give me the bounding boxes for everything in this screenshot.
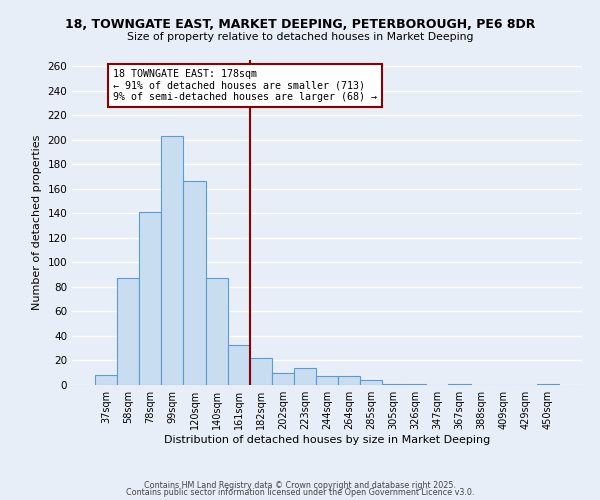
Bar <box>250 358 272 385</box>
Bar <box>360 380 382 385</box>
Bar <box>184 182 206 385</box>
Y-axis label: Number of detached properties: Number of detached properties <box>32 135 42 310</box>
Bar <box>227 344 250 385</box>
Bar <box>382 384 404 385</box>
Text: Contains HM Land Registry data © Crown copyright and database right 2025.: Contains HM Land Registry data © Crown c… <box>144 480 456 490</box>
Bar <box>161 136 184 385</box>
Text: 18 TOWNGATE EAST: 178sqm
← 91% of detached houses are smaller (713)
9% of semi-d: 18 TOWNGATE EAST: 178sqm ← 91% of detach… <box>113 68 377 102</box>
Bar <box>537 384 559 385</box>
Bar <box>404 384 427 385</box>
Text: Contains public sector information licensed under the Open Government Licence v3: Contains public sector information licen… <box>126 488 474 497</box>
Bar <box>139 212 161 385</box>
Bar <box>206 278 227 385</box>
Bar <box>117 278 139 385</box>
Bar <box>338 376 360 385</box>
Text: Size of property relative to detached houses in Market Deeping: Size of property relative to detached ho… <box>127 32 473 42</box>
Bar <box>95 375 117 385</box>
Bar <box>272 372 294 385</box>
Bar <box>294 368 316 385</box>
Bar <box>316 376 338 385</box>
Text: 18, TOWNGATE EAST, MARKET DEEPING, PETERBOROUGH, PE6 8DR: 18, TOWNGATE EAST, MARKET DEEPING, PETER… <box>65 18 535 30</box>
Bar <box>448 384 470 385</box>
X-axis label: Distribution of detached houses by size in Market Deeping: Distribution of detached houses by size … <box>164 435 490 445</box>
